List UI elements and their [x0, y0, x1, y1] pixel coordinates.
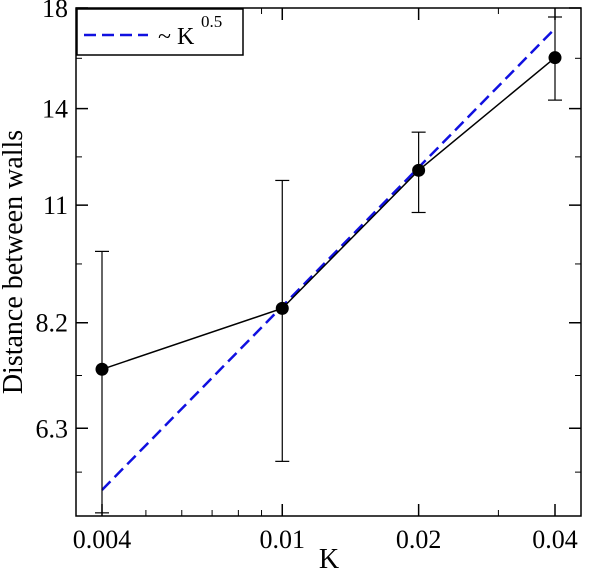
legend-label: ~ K	[158, 24, 195, 50]
x-tick-label: 0.01	[260, 525, 306, 554]
x-tick-label: 0.04	[532, 525, 578, 554]
plot-frame	[75, 7, 582, 517]
legend-label-exponent: 0.5	[201, 12, 222, 31]
legend-box	[76, 8, 244, 56]
y-tick-label: 8.2	[36, 309, 69, 338]
y-axis-title: Distance between walls	[0, 130, 29, 394]
x-axis-ticks: 0.004 0.01 0.02 0.04	[73, 8, 578, 554]
series-layer	[95, 16, 562, 514]
y-tick-label: 14	[42, 95, 68, 124]
x-tick-label: 0.02	[396, 525, 442, 554]
y-tick-label: 11	[43, 191, 68, 220]
data-point	[412, 163, 426, 177]
data-line	[101, 57, 556, 370]
data-point	[275, 301, 289, 315]
data-point	[95, 362, 109, 376]
fit-dashed-line	[101, 27, 556, 491]
x-tick-label: 0.004	[73, 525, 132, 554]
data-point	[548, 51, 562, 65]
y-tick-label: 6.3	[36, 414, 69, 443]
legend: ~ K 0.5	[76, 8, 244, 56]
x-axis-title: K	[319, 544, 339, 572]
y-axis-ticks: 6.3 8.2 11 14 18	[36, 0, 581, 473]
y-tick-label: 18	[42, 0, 68, 23]
